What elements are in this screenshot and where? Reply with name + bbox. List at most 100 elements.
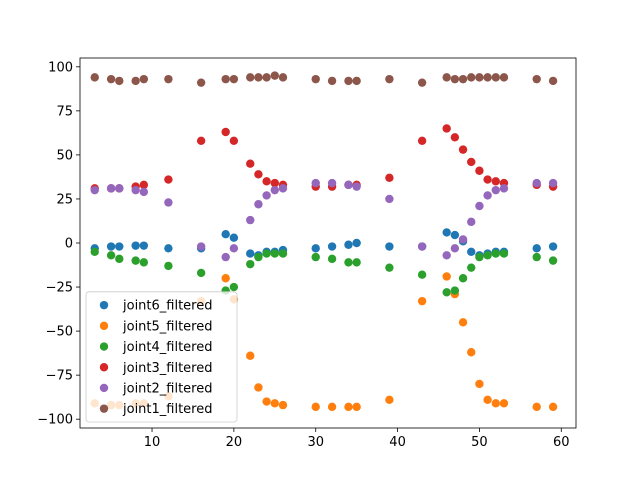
data-point [475,379,484,389]
data-point [458,318,468,327]
series-joint3_filtered [90,124,558,193]
data-point [327,242,337,251]
data-point [115,254,124,264]
data-point [442,124,451,133]
data-point [352,402,361,412]
x-tick-label: 40 [389,435,406,450]
data-point [131,241,140,250]
data-point [344,402,353,412]
data-point [278,400,288,410]
data-point [344,76,353,86]
data-point [229,282,239,292]
data-point [311,74,320,84]
data-point [450,230,460,240]
data-point [385,263,394,272]
data-point [90,247,99,257]
data-point [499,399,509,408]
data-point [106,74,116,84]
data-point [385,74,394,84]
legend-marker [99,404,109,413]
data-point [417,136,427,146]
data-point [311,252,320,262]
data-point [196,136,206,146]
y-tick-label: −50 [46,325,73,340]
data-point [467,217,476,227]
data-point [164,261,173,271]
data-point [548,242,558,251]
data-point [442,73,451,82]
legend-label: joint5_filtered [122,319,213,334]
data-point [344,240,353,249]
data-point [491,249,500,258]
data-point [532,74,541,84]
legend-marker [99,383,109,393]
y-tick-label: 0 [65,237,73,252]
data-point [385,173,394,183]
data-point [246,215,255,225]
y-tick-label: 75 [56,104,73,119]
data-point [270,399,279,408]
data-point [221,127,230,137]
data-point [139,74,149,84]
data-point [475,73,484,82]
data-point [254,73,263,82]
data-point [532,244,541,253]
data-point [106,184,116,193]
data-point [254,383,263,392]
data-point [311,178,320,188]
data-point [254,200,263,209]
data-point [450,133,460,142]
data-point [115,242,124,251]
data-point [491,177,500,186]
data-point [417,78,427,87]
legend-label: joint6_filtered [122,299,213,314]
legend-marker [99,342,109,351]
data-point [458,145,468,154]
data-point [532,252,541,262]
legend-label: joint3_filtered [122,361,213,376]
legend-label: joint4_filtered [122,340,213,355]
legend-marker [99,300,109,310]
legend-marker [99,363,109,372]
data-point [164,244,173,253]
data-point [270,71,279,80]
data-point [196,242,206,251]
data-point [262,177,271,186]
data-point [131,185,140,195]
data-point [548,76,558,86]
data-point [262,73,271,82]
data-point [491,399,500,408]
data-point [352,238,361,248]
y-tick-label: −25 [46,281,73,296]
data-point [246,159,255,168]
data-point [483,73,492,82]
data-point [115,184,124,193]
y-tick-label: 50 [56,148,73,163]
data-point [327,402,337,412]
data-point [344,180,353,190]
data-point [131,76,140,86]
data-point [483,191,492,200]
data-point [385,395,394,405]
data-point [417,270,427,279]
data-point [442,288,451,297]
data-point [458,235,468,244]
series-joint2_filtered [90,178,558,262]
data-point [483,395,492,405]
data-point [131,256,140,265]
data-point [417,296,427,306]
data-point [311,402,320,412]
data-point [278,184,288,193]
data-point [270,178,279,188]
data-point [467,157,476,167]
data-point [90,185,99,195]
data-point [467,247,476,257]
legend-box [85,291,238,423]
data-point [254,170,263,179]
data-point [139,241,149,250]
data-point [278,73,288,82]
data-point [262,191,271,200]
x-tick-label: 20 [226,435,243,450]
data-point [196,78,206,87]
